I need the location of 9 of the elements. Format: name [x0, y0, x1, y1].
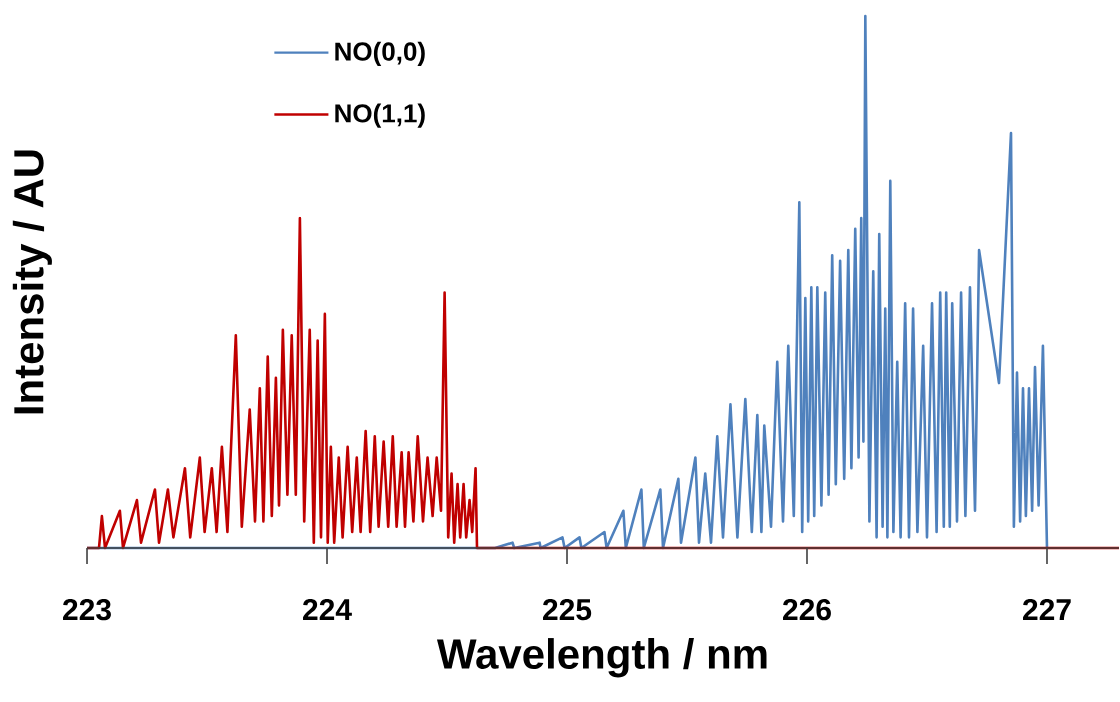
x-tick-label: 227 — [1023, 599, 1071, 620]
x-tick-label: 224 — [303, 599, 352, 620]
x-axis-title: Wavelength / nm — [436, 638, 767, 678]
x-tick-label: 223 — [63, 599, 111, 621]
legend-label: NO(0,0) — [335, 41, 425, 66]
legend-label: NO(1,1) — [335, 103, 425, 128]
x-tick-label: 225 — [543, 599, 592, 621]
x-tick-label: 226 — [783, 599, 831, 621]
y-axis-title: Intensity / AU — [12, 150, 52, 414]
